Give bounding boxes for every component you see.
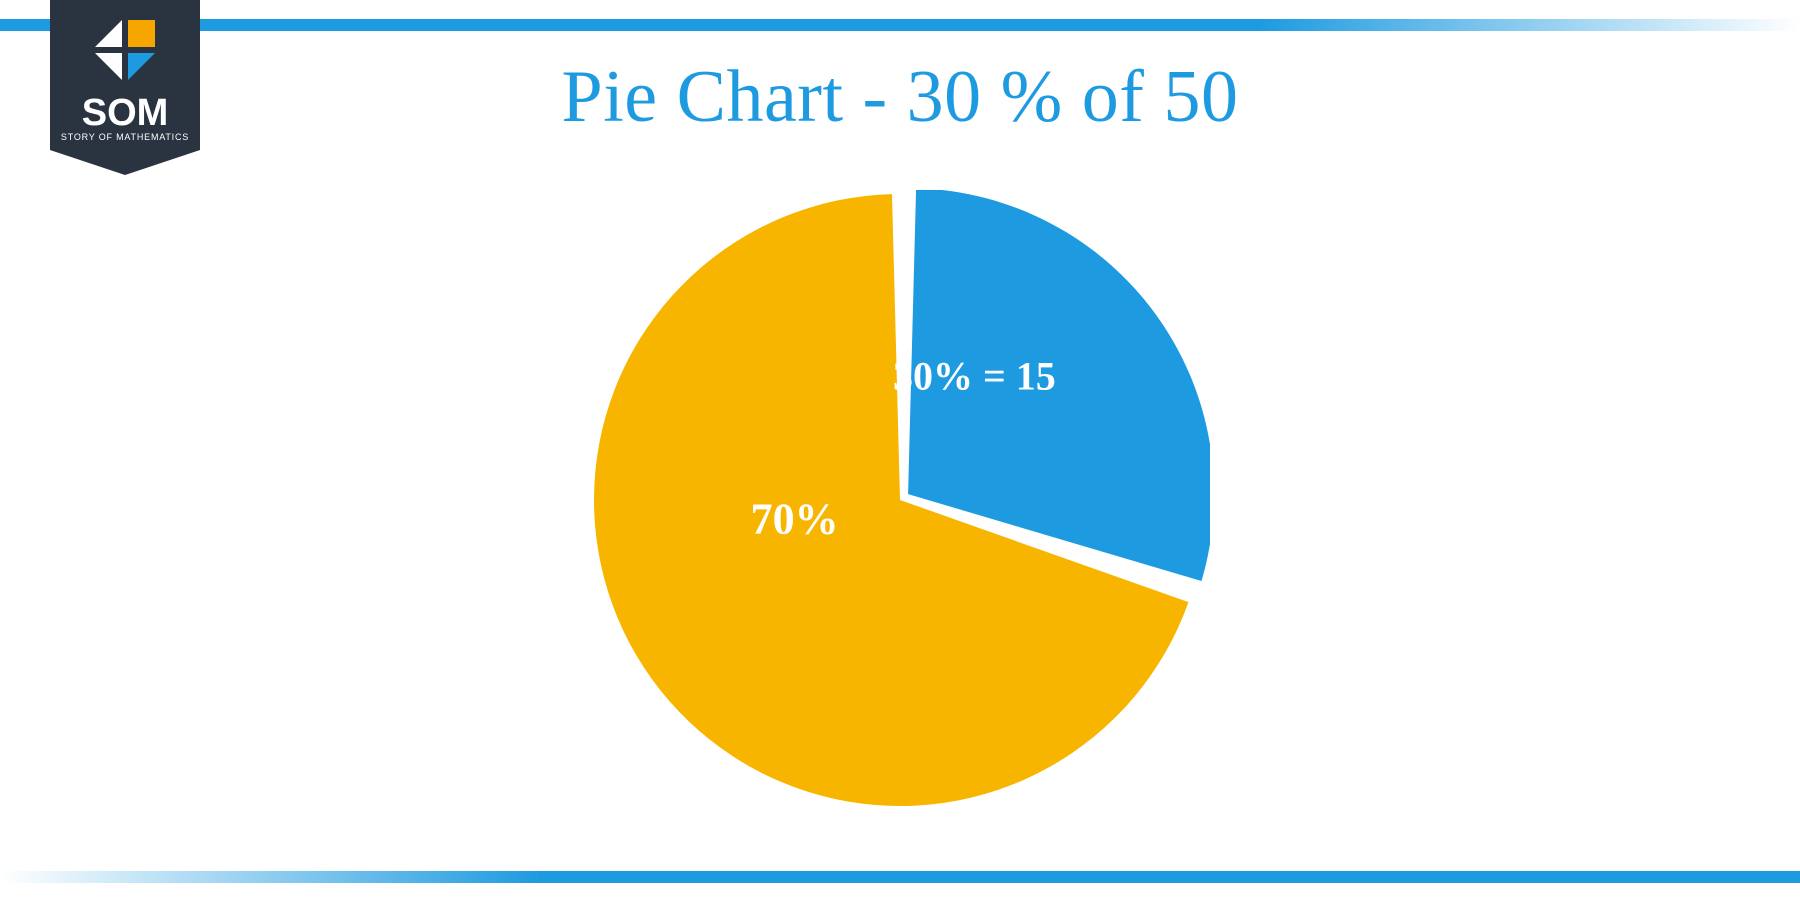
- bottom-accent-bar: [0, 870, 1800, 882]
- pie-chart: 30% = 15 70%: [590, 190, 1210, 810]
- logo-badge: SOM STORY OF MATHEMATICS: [50, 0, 200, 170]
- top-bar-svg: [0, 19, 1800, 31]
- pie-svg: [590, 190, 1210, 810]
- logo-svg: SOM STORY OF MATHEMATICS: [50, 0, 200, 175]
- top-accent-bar: [0, 18, 1800, 30]
- logo-text-main: SOM: [82, 92, 169, 134]
- logo-text-sub: STORY OF MATHEMATICS: [61, 132, 189, 142]
- chart-title: Pie Chart - 30 % of 50: [0, 55, 1800, 140]
- pie-slice-label-1: 70%: [751, 493, 839, 544]
- pie-slice-label-0: 30% = 15: [893, 353, 1056, 400]
- bottom-bar-svg: [0, 871, 1800, 883]
- chart-title-wrap: Pie Chart - 30 % of 50: [0, 55, 1800, 140]
